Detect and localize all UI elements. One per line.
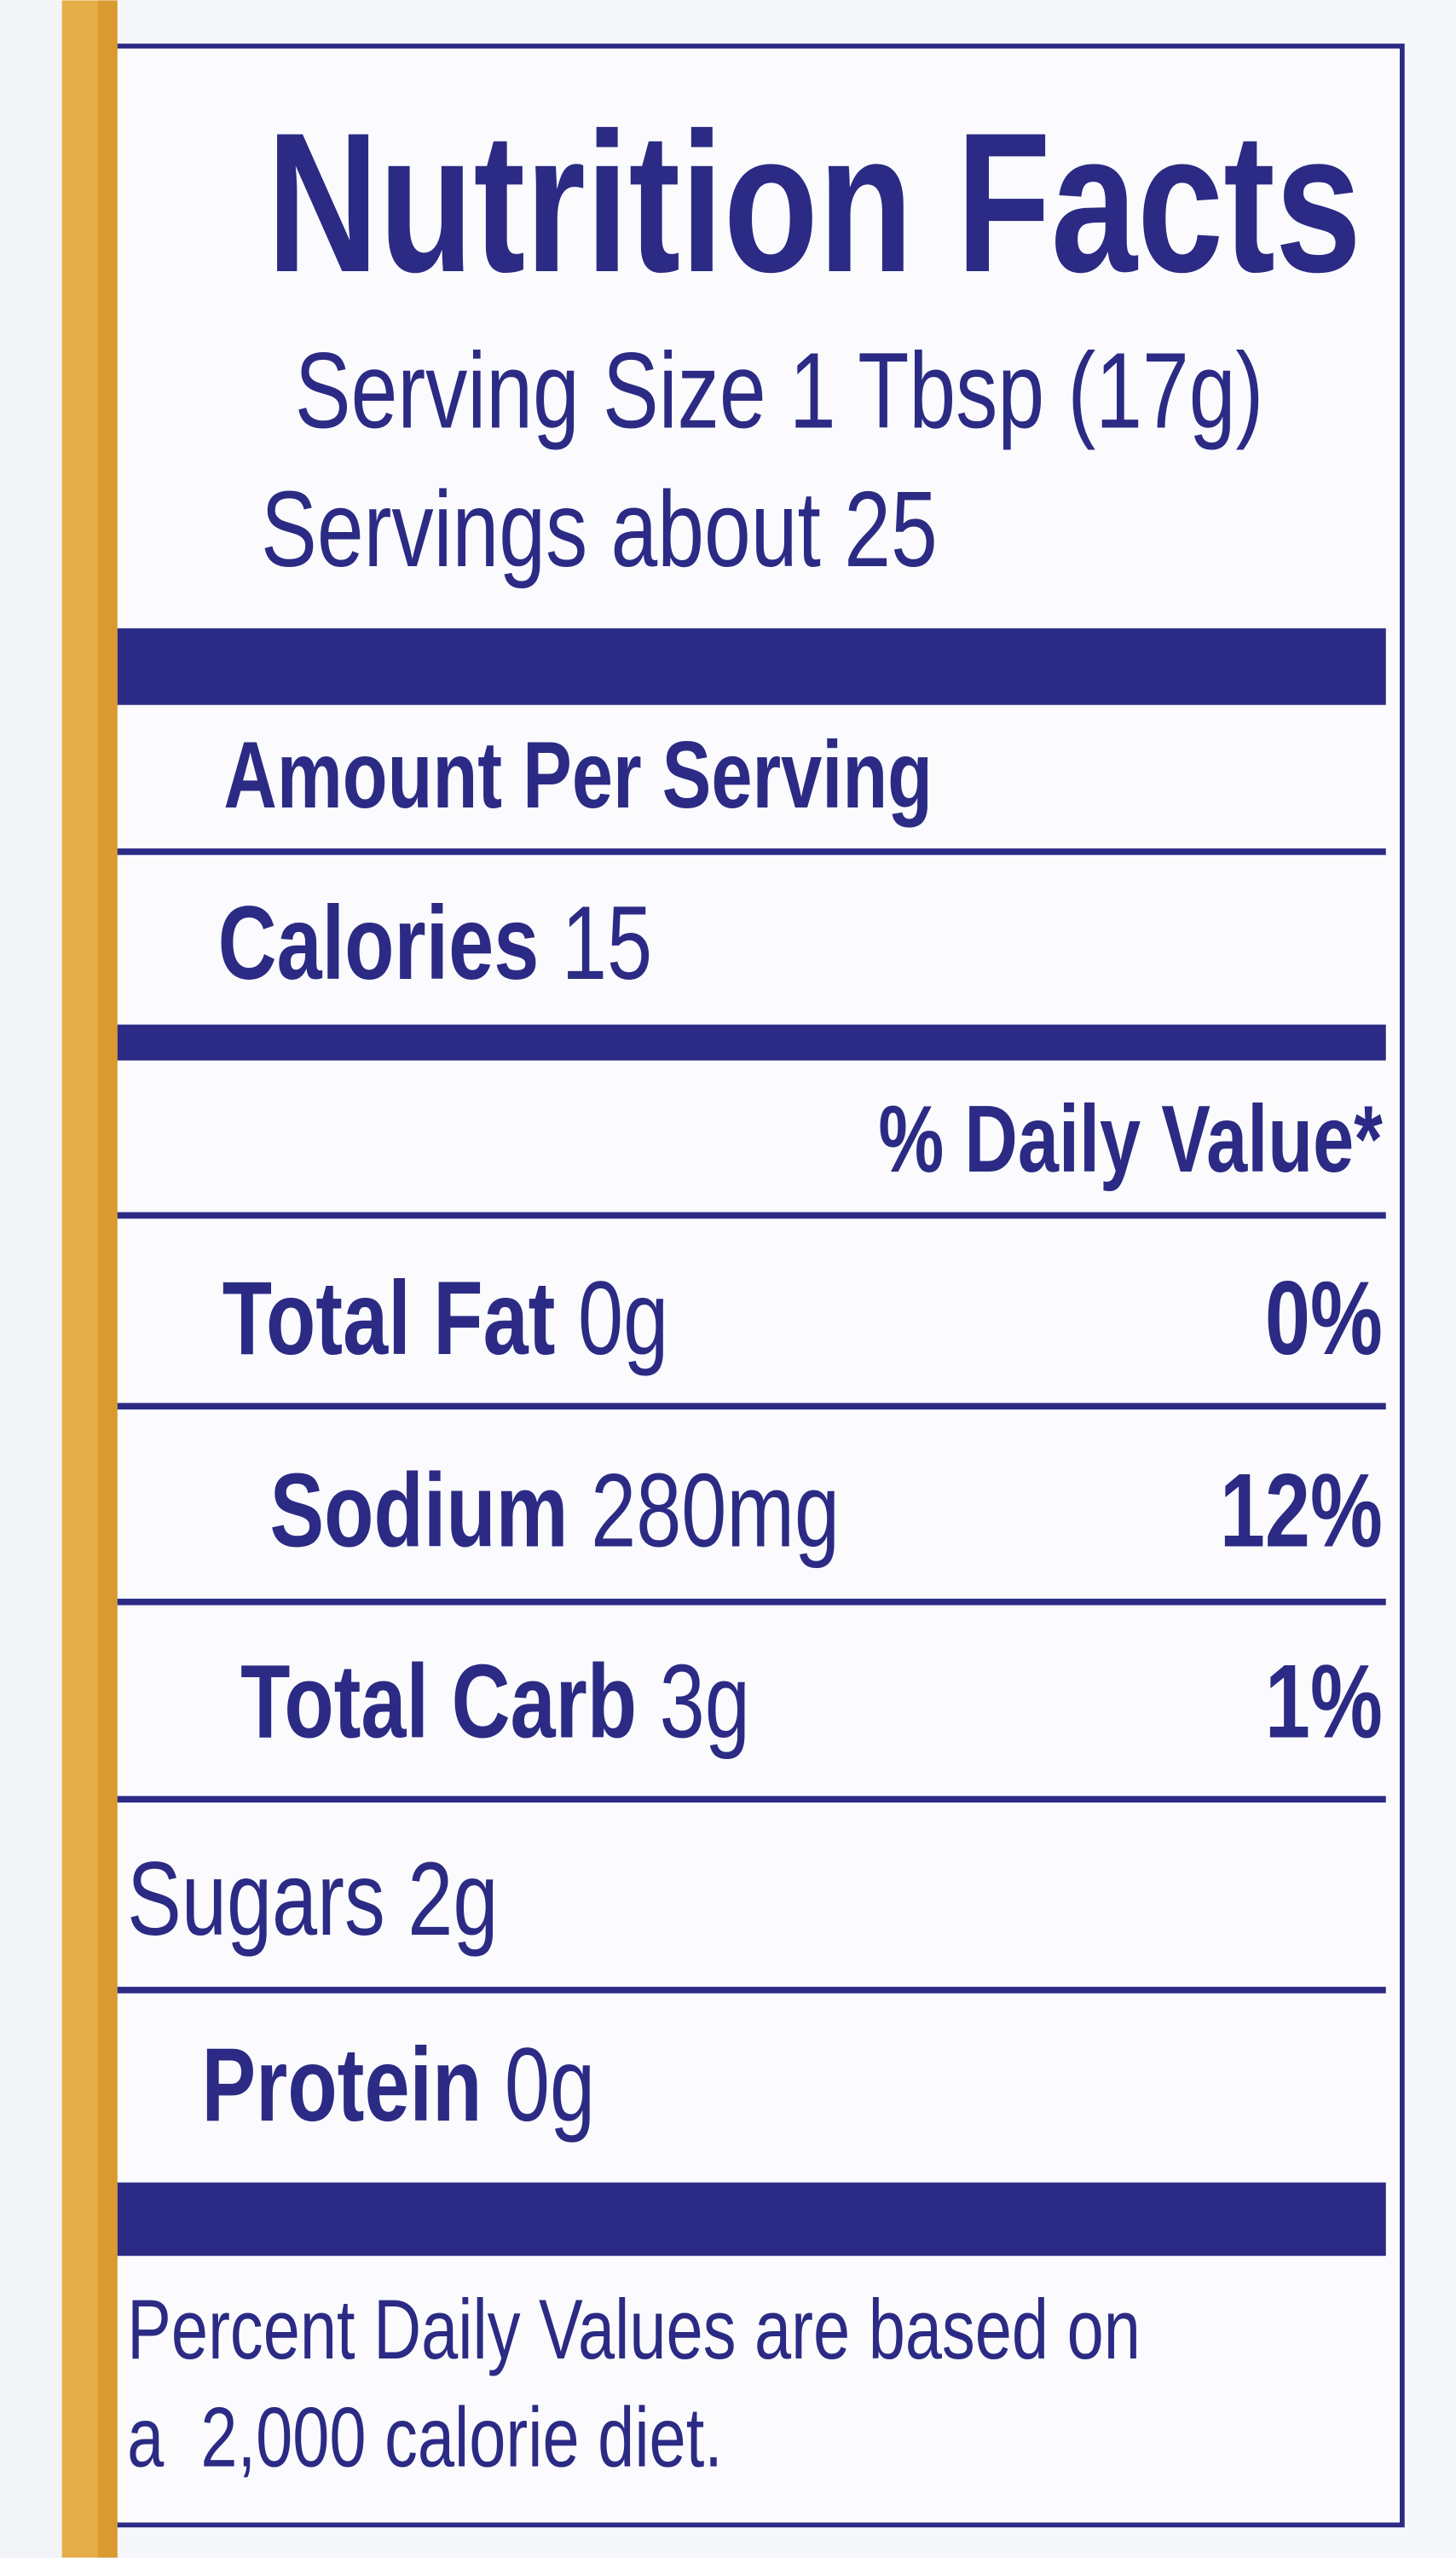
nutrient-amount: 0g <box>578 1261 668 1377</box>
nutrient-name: Total Carb <box>240 1644 637 1760</box>
nutrient-row: Total Fat 0g <box>222 1261 668 1377</box>
calories-label: Calories <box>218 886 540 1002</box>
calories-value: 15 <box>562 886 652 1002</box>
gold-strip-shade <box>97 0 118 2558</box>
serving-size: Serving Size 1 Tbsp (17g) <box>295 331 1263 451</box>
footnote-line: a 2,000 calorie diet. <box>127 2389 723 2485</box>
nutrient-row: Sugars 2g <box>127 1842 498 1958</box>
nutrient-rows: Total Fat 0g 0% Sodium 280mg 12% Total Carb … <box>113 1261 1386 2144</box>
rule <box>113 1212 1386 1219</box>
thick-rule <box>113 628 1386 705</box>
daily-value: 12% <box>1220 1453 1383 1569</box>
rule <box>113 1796 1386 1803</box>
daily-value-header: % Daily Value* <box>878 1087 1383 1193</box>
label-box <box>112 43 1405 2528</box>
calories-row: Calories 15 <box>218 886 652 1002</box>
servings: Servings about 25 <box>261 469 938 589</box>
left-margin <box>0 0 62 2558</box>
nutrient-row: Total Carb 3g <box>240 1644 750 1760</box>
rule <box>113 1598 1386 1606</box>
nutrient-name: Protein <box>202 2028 482 2144</box>
nutrient-row: Protein 0g <box>202 2028 596 2144</box>
nutrient-name: Total Fat <box>222 1261 556 1377</box>
daily-value: 0% <box>1265 1261 1383 1377</box>
rule <box>113 848 1386 855</box>
rule <box>113 1403 1386 1410</box>
rule <box>113 1987 1386 1994</box>
nutrient-amount: 3g <box>660 1644 750 1760</box>
title: Nutrition Facts <box>267 92 1361 314</box>
amount-per-serving: Amount Per Serving <box>223 723 933 829</box>
nutrient-amount: 280mg <box>591 1453 840 1569</box>
nutrient-amount: 0g <box>505 2028 595 2144</box>
daily-value: 1% <box>1265 1644 1383 1760</box>
nutrient-name: Sodium <box>270 1453 569 1569</box>
nutrient-row: Sodium 280mg <box>270 1453 841 1569</box>
footnote-line: Percent Daily Values are based on <box>127 2282 1141 2377</box>
nutrient-name: Sugars <box>127 1842 385 1958</box>
medium-rule <box>113 1024 1386 1061</box>
nutrient-amount: 2g <box>407 1842 498 1958</box>
thick-rule <box>113 2182 1386 2256</box>
